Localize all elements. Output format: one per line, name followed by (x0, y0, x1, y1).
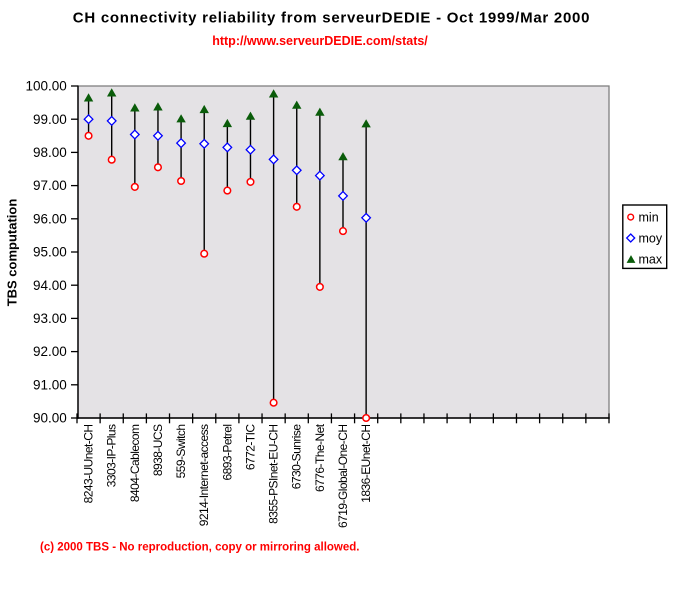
svg-text:8355-PSInet-EU-CH: 8355-PSInet-EU-CH (267, 425, 281, 524)
svg-text:moy: moy (639, 232, 663, 246)
svg-text:9214-Internet-access: 9214-Internet-access (197, 424, 211, 526)
svg-text:92.00: 92.00 (33, 344, 67, 359)
svg-text:6776-The-Net: 6776-The-Net (313, 423, 327, 492)
svg-text:3303-IP-Plus: 3303-IP-Plus (105, 424, 119, 487)
svg-text:93.00: 93.00 (33, 311, 67, 326)
svg-text:6730-Sunrise: 6730-Sunrise (290, 424, 304, 490)
svg-text:8938-UCS: 8938-UCS (151, 424, 165, 476)
svg-text:559-Switch: 559-Switch (174, 425, 188, 479)
svg-text:97.00: 97.00 (33, 178, 67, 193)
svg-text:100.00: 100.00 (26, 79, 67, 94)
svg-text:98.00: 98.00 (33, 145, 67, 160)
svg-text:TBS computation: TBS computation (4, 199, 19, 307)
svg-text:8243-UUnet-CH: 8243-UUnet-CH (82, 425, 96, 504)
svg-text:(c) 2000 TBS - No reproduction: (c) 2000 TBS - No reproduction, copy or … (40, 542, 360, 554)
svg-text:95.00: 95.00 (33, 245, 67, 260)
svg-text:CH connectivity reliability fr: CH connectivity reliability from serveur… (73, 10, 590, 27)
svg-text:91.00: 91.00 (33, 377, 67, 392)
svg-text:90.00: 90.00 (33, 411, 67, 426)
svg-text:94.00: 94.00 (33, 278, 67, 293)
svg-text:max: max (639, 253, 663, 267)
svg-text:8404-Cablecom: 8404-Cablecom (128, 424, 142, 502)
svg-text:99.00: 99.00 (33, 112, 67, 127)
svg-text:6772-TIC: 6772-TIC (243, 424, 257, 471)
svg-text:1836-EUnet-CH: 1836-EUnet-CH (359, 425, 373, 503)
svg-text:6893-Petrel: 6893-Petrel (220, 425, 234, 481)
svg-text:6719-Global-One-CH: 6719-Global-One-CH (336, 425, 350, 529)
svg-text:96.00: 96.00 (33, 211, 67, 226)
svg-text:http://www.serveurDEDIE.com/st: http://www.serveurDEDIE.com/stats/ (212, 34, 428, 48)
svg-text:min: min (639, 211, 659, 225)
